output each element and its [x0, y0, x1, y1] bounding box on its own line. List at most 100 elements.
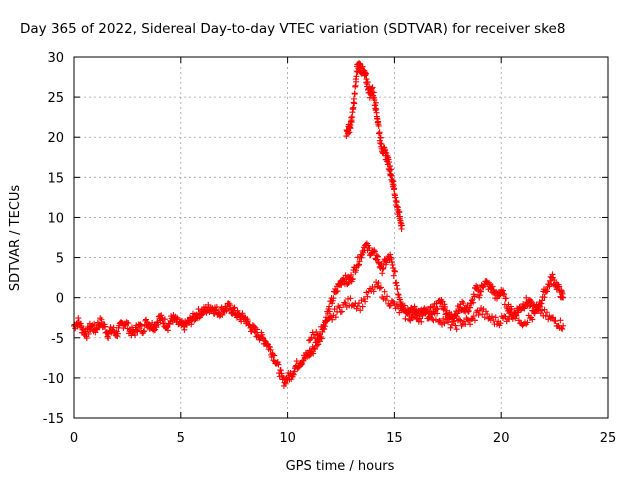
y-tick-label: -5 — [51, 332, 64, 347]
data-point — [557, 317, 564, 324]
data-point — [329, 316, 336, 323]
data-point — [394, 286, 401, 293]
data-point — [387, 251, 394, 258]
data-point — [542, 312, 549, 319]
data-point — [269, 351, 276, 358]
data-point — [365, 242, 372, 249]
data-point — [319, 326, 326, 333]
data-point — [364, 79, 371, 86]
data-point — [501, 313, 508, 320]
data-point — [412, 310, 419, 317]
data-point — [174, 314, 181, 321]
data-point — [388, 166, 395, 173]
data-point — [326, 303, 333, 310]
data-point — [470, 299, 477, 306]
data-point — [388, 297, 395, 304]
data-point — [315, 341, 322, 348]
data-point — [326, 308, 333, 315]
data-point — [315, 334, 322, 341]
data-point — [316, 330, 323, 337]
data-point — [500, 287, 507, 294]
data-point — [391, 267, 398, 274]
data-point — [320, 321, 327, 328]
data-point — [386, 163, 393, 170]
data-point — [541, 294, 548, 301]
data-point — [143, 316, 150, 323]
data-point — [460, 300, 467, 307]
series-peak-track — [343, 60, 405, 232]
data-point — [450, 314, 457, 321]
data-point — [358, 254, 365, 261]
data-point — [345, 279, 352, 286]
data-point — [164, 324, 171, 331]
data-marks — [71, 60, 567, 389]
data-point — [390, 265, 397, 272]
data-point — [467, 304, 474, 311]
data-point — [290, 371, 297, 378]
data-point — [370, 288, 377, 295]
data-point — [457, 317, 464, 324]
data-point — [338, 308, 345, 315]
data-point — [83, 335, 90, 342]
data-point — [407, 317, 414, 324]
data-point — [447, 324, 454, 331]
data-point — [543, 288, 550, 295]
data-point — [291, 368, 298, 375]
data-point — [371, 247, 378, 254]
data-point — [476, 307, 483, 314]
data-point — [474, 284, 481, 291]
data-point — [401, 302, 408, 309]
data-point — [312, 335, 319, 342]
data-point — [357, 307, 364, 314]
x-tick-label: 20 — [493, 431, 510, 446]
data-point — [135, 326, 142, 333]
data-point — [374, 256, 381, 263]
data-point — [441, 320, 448, 327]
data-point — [501, 291, 508, 298]
y-tick-label: -10 — [43, 372, 64, 387]
data-point — [370, 89, 377, 96]
data-point — [536, 302, 543, 309]
axis-ticks — [73, 56, 609, 419]
data-point — [507, 309, 514, 316]
data-point — [440, 306, 447, 313]
y-tick-label: -15 — [43, 412, 64, 427]
data-point — [362, 298, 369, 305]
data-point — [181, 326, 188, 333]
data-point — [390, 272, 397, 279]
data-point — [105, 335, 112, 342]
data-point — [374, 253, 381, 260]
data-point — [305, 353, 312, 360]
data-point — [383, 259, 390, 266]
data-point — [411, 303, 418, 310]
data-point — [384, 293, 391, 300]
data-point — [366, 245, 373, 252]
data-point — [330, 295, 337, 302]
data-point — [465, 308, 472, 315]
data-point — [549, 271, 556, 278]
data-point — [434, 310, 441, 317]
data-point — [298, 362, 305, 368]
data-point — [478, 288, 485, 295]
data-point — [481, 282, 488, 289]
data-point — [471, 293, 478, 300]
data-point — [533, 301, 540, 308]
data-point — [448, 321, 455, 328]
data-point — [543, 309, 550, 316]
data-point — [332, 314, 339, 321]
data-point — [356, 261, 363, 268]
data-point — [166, 320, 173, 327]
data-point — [261, 337, 268, 344]
data-point — [81, 328, 88, 335]
data-point — [219, 311, 226, 318]
data-point — [453, 326, 460, 333]
data-point — [515, 317, 522, 324]
data-point — [98, 316, 105, 323]
data-point — [140, 328, 147, 335]
data-point — [369, 84, 376, 91]
data-point — [348, 119, 355, 126]
data-point — [356, 258, 363, 265]
y-tick-label: 30 — [47, 51, 64, 66]
data-point — [355, 262, 362, 269]
y-tick-label: 10 — [47, 211, 64, 226]
